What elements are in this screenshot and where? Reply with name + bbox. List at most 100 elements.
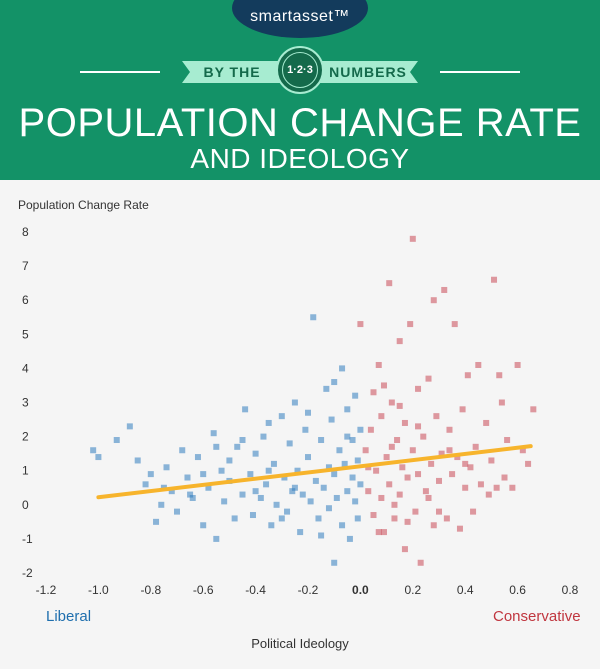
y-tick-label: 4 bbox=[22, 361, 29, 375]
brand-logo: smartasset™ bbox=[232, 0, 368, 38]
liberal-point bbox=[268, 522, 275, 529]
x-tick-label: 0.8 bbox=[562, 583, 579, 597]
y-tick-label: 3 bbox=[22, 396, 29, 410]
liberal-point bbox=[349, 474, 356, 481]
liberal-point bbox=[297, 529, 304, 536]
x-tick-label: -0.2 bbox=[298, 583, 319, 597]
conservative-point bbox=[525, 460, 532, 467]
liberal-point bbox=[174, 508, 180, 515]
liberal-point bbox=[323, 385, 330, 392]
liberal-point bbox=[325, 505, 332, 512]
liberal-point bbox=[221, 498, 228, 505]
liberal-point bbox=[200, 471, 207, 478]
x-tick-label: -1.0 bbox=[88, 583, 109, 597]
liberal-point bbox=[325, 464, 332, 471]
liberal-point bbox=[336, 447, 343, 454]
conservative-point bbox=[449, 471, 456, 478]
liberal-point bbox=[270, 460, 277, 467]
liberal-point bbox=[305, 454, 311, 461]
conservative-point bbox=[428, 460, 435, 467]
conservative-point bbox=[467, 464, 474, 471]
conservative-point bbox=[443, 515, 450, 522]
conservative-point bbox=[485, 491, 492, 498]
liberal-point bbox=[263, 481, 270, 488]
y-tick-label: 6 bbox=[22, 293, 29, 307]
liberal-point bbox=[218, 467, 225, 474]
liberal-label: Liberal bbox=[46, 608, 92, 625]
conservative-point bbox=[373, 467, 380, 474]
liberal-point bbox=[260, 433, 267, 440]
numbers-badge-text: 1·2·3 bbox=[282, 52, 318, 88]
liberal-point bbox=[312, 477, 319, 484]
conservative-point bbox=[462, 484, 469, 491]
x-tick-label: 0.0 bbox=[352, 583, 369, 597]
liberal-point bbox=[307, 498, 314, 505]
conservative-point bbox=[362, 447, 369, 454]
conservative-point bbox=[430, 297, 437, 304]
banner-rule-right bbox=[440, 71, 520, 73]
liberal-point bbox=[194, 454, 201, 461]
conservative-point bbox=[404, 518, 411, 525]
x-tick-label: 0.2 bbox=[404, 583, 421, 597]
conservative-point bbox=[425, 494, 432, 501]
conservative-point bbox=[394, 437, 401, 444]
liberal-point bbox=[213, 535, 220, 542]
liberal-point bbox=[281, 474, 288, 481]
liberal-point bbox=[318, 437, 325, 444]
liberal-point bbox=[158, 501, 165, 508]
liberal-point bbox=[352, 392, 359, 399]
banner-rule-left bbox=[80, 71, 160, 73]
conservative-point bbox=[436, 508, 442, 515]
x-tick-label: -1.2 bbox=[36, 583, 57, 597]
conservative-point bbox=[425, 375, 432, 382]
brand-logo-text: smartasset™ bbox=[250, 8, 350, 25]
liberal-point bbox=[331, 471, 338, 478]
liberal-point bbox=[333, 494, 340, 501]
page-title: POPULATION CHANGE RATE bbox=[18, 101, 582, 145]
conservative-point bbox=[380, 529, 387, 536]
conservative-point bbox=[378, 494, 385, 501]
liberal-point bbox=[286, 440, 293, 447]
conservative-point bbox=[417, 559, 424, 566]
liberal-point bbox=[242, 406, 249, 413]
liberal-point bbox=[249, 512, 256, 519]
liberal-point bbox=[284, 508, 291, 515]
header-banner: smartasset™ BY THE NUMBERS 1·2·3 POPULAT… bbox=[0, 0, 600, 180]
liberal-point bbox=[153, 518, 160, 525]
conservative-point bbox=[388, 443, 395, 450]
liberal-point bbox=[318, 532, 325, 539]
liberal-point bbox=[346, 535, 353, 542]
liberal-point bbox=[278, 413, 285, 420]
conservative-point bbox=[422, 488, 429, 495]
conservative-point bbox=[456, 525, 463, 532]
liberal-point bbox=[187, 491, 194, 498]
y-tick-label: 5 bbox=[22, 327, 29, 341]
liberal-point bbox=[205, 484, 212, 491]
conservative-point bbox=[357, 321, 364, 328]
conservative-point bbox=[464, 372, 471, 379]
conservative-label: Conservative bbox=[493, 608, 581, 625]
conservative-point bbox=[433, 413, 440, 420]
x-tick-label: -0.6 bbox=[193, 583, 214, 597]
liberal-point bbox=[142, 481, 149, 488]
conservative-point bbox=[483, 419, 490, 426]
liberal-point bbox=[213, 443, 220, 450]
liberal-point bbox=[234, 443, 241, 450]
liberal-point bbox=[210, 430, 217, 437]
liberal-point bbox=[302, 426, 309, 433]
liberal-point bbox=[278, 515, 285, 522]
liberal-point bbox=[331, 559, 338, 566]
liberal-point bbox=[305, 409, 311, 416]
liberal-point bbox=[252, 450, 259, 457]
liberal-point bbox=[273, 501, 280, 508]
conservative-point bbox=[477, 481, 484, 488]
conservative-point bbox=[386, 280, 393, 287]
conservative-point bbox=[399, 464, 406, 471]
liberal-point bbox=[113, 437, 120, 444]
conservative-point bbox=[491, 276, 498, 283]
conservative-point bbox=[493, 484, 500, 491]
conservative-point bbox=[446, 426, 453, 433]
liberal-point bbox=[247, 471, 254, 478]
trend-line bbox=[96, 444, 533, 500]
liberal-point bbox=[341, 460, 348, 467]
